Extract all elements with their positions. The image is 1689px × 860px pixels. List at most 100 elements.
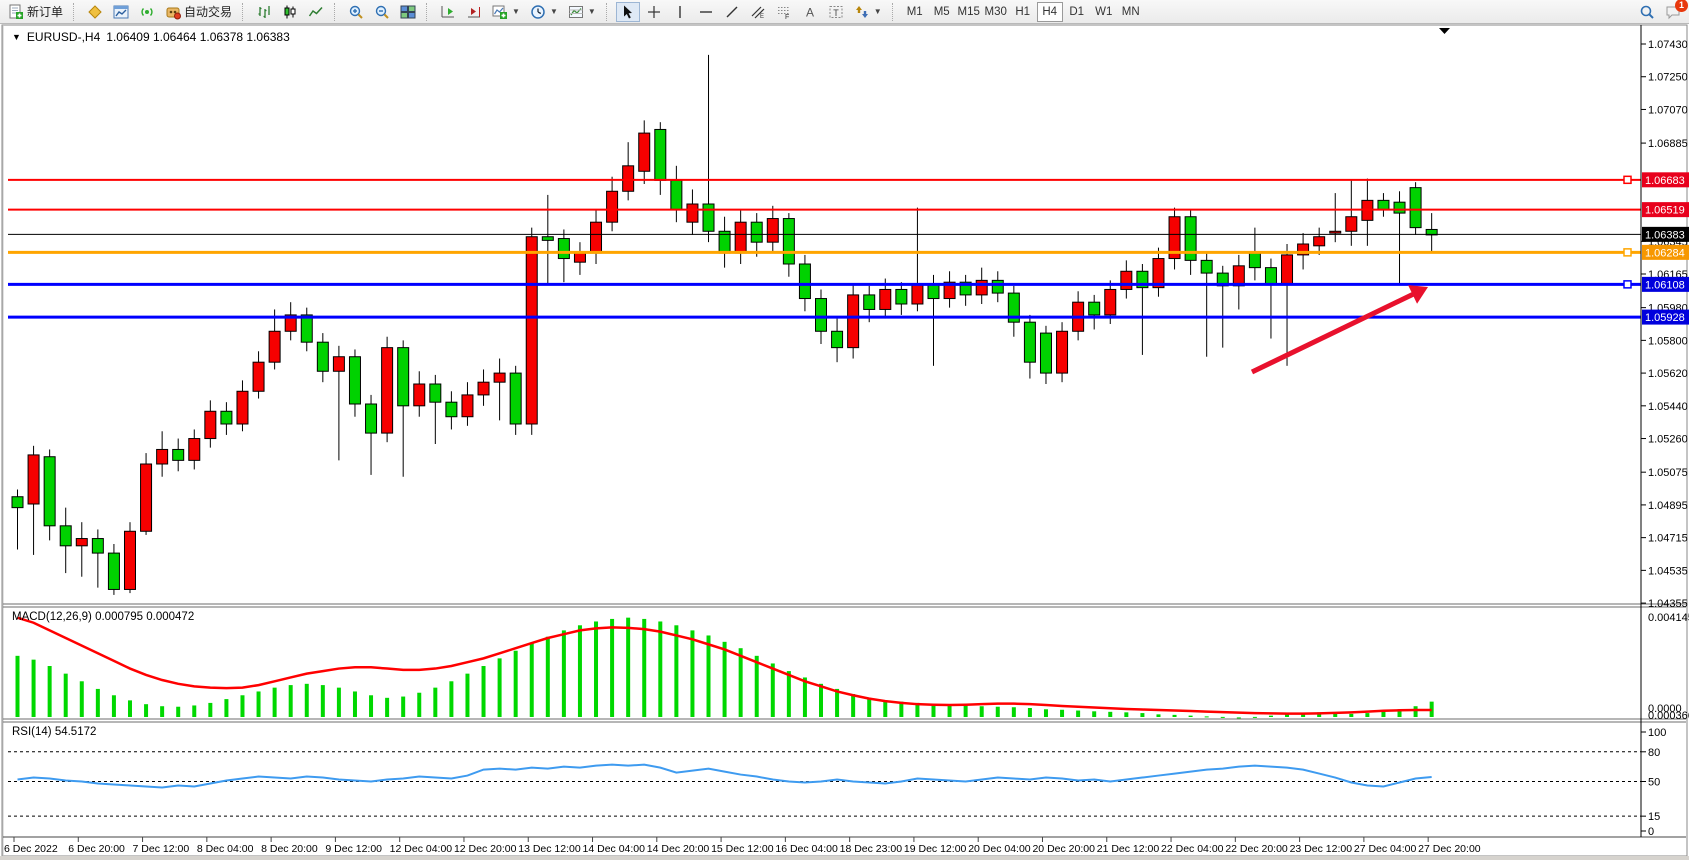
- candle-bullish: [27, 454, 40, 505]
- candle-bearish: [1393, 201, 1406, 214]
- candle-bearish: [670, 179, 683, 210]
- candle-bearish: [11, 496, 24, 509]
- toolbar-separator: [605, 2, 611, 21]
- candle-bearish: [397, 347, 410, 407]
- chart-title: ▼ EURUSD-,H4 1.06409 1.06464 1.06378 1.0…: [12, 30, 290, 44]
- text-tool-button[interactable]: A: [798, 2, 822, 22]
- text-label-tool-button[interactable]: T: [824, 2, 848, 22]
- candlestick-chart-icon: [282, 4, 298, 20]
- chart-end-button[interactable]: [462, 2, 486, 22]
- rsi-indicator-label: RSI(14) 54.5172: [12, 726, 97, 738]
- notifications-button[interactable]: 1: [1661, 0, 1688, 22]
- timeframe-m30[interactable]: M30: [983, 2, 1009, 22]
- macd-histogram-bar: [417, 692, 422, 717]
- macd-histogram-bar: [1092, 711, 1097, 717]
- quotes-button[interactable]: [83, 2, 107, 22]
- trend-line-icon: [724, 4, 740, 20]
- candle-bullish: [493, 372, 506, 383]
- chart-window-button[interactable]: [109, 2, 133, 22]
- chart-step-button[interactable]: [436, 2, 460, 22]
- macd-histogram-bar: [1204, 716, 1209, 718]
- fibonacci-tool-button[interactable]: F: [772, 2, 796, 22]
- timeframe-m15[interactable]: M15: [956, 2, 982, 22]
- time-tick-label: 12 Dec 04:00: [390, 843, 453, 855]
- search-button[interactable]: [1635, 2, 1659, 22]
- line-edit-marker: [1623, 175, 1632, 185]
- candle-bearish: [1184, 216, 1197, 261]
- price-tick-label: 1.07070: [1648, 104, 1688, 116]
- crosshair-tool-button[interactable]: [642, 2, 666, 22]
- search-icon: [1639, 4, 1655, 20]
- macd-histogram-bar: [1076, 710, 1081, 717]
- horizontal-line-tool-button[interactable]: [694, 2, 718, 22]
- macd-histogram-bar: [1236, 717, 1241, 719]
- candle-bearish: [429, 383, 442, 403]
- candle-bearish: [959, 281, 972, 296]
- periods-button[interactable]: ▼: [526, 2, 562, 22]
- macd-histogram-bar: [610, 618, 615, 717]
- candle-bearish: [541, 236, 554, 241]
- macd-histogram-bar: [144, 704, 149, 717]
- cursor-tool-button[interactable]: [615, 1, 640, 22]
- timeframe-w1[interactable]: W1: [1091, 2, 1117, 22]
- candle-bearish: [1136, 270, 1149, 289]
- candle-bullish: [75, 538, 88, 547]
- chart-symbol-period: EURUSD-,H4: [26, 30, 101, 44]
- macd-axis-zero: 0.0000: [1648, 703, 1682, 715]
- timeframe-d1[interactable]: D1: [1064, 2, 1090, 22]
- trend-line-tool-button[interactable]: [720, 2, 744, 22]
- macd-histogram-bar: [1365, 713, 1370, 717]
- collapse-triangle-icon[interactable]: ▼: [12, 32, 21, 42]
- macd-histogram-bar: [658, 621, 663, 717]
- vertical-line-tool-button[interactable]: [668, 2, 692, 22]
- signal-icon: [139, 4, 155, 20]
- rsi-tick-label: 80: [1648, 747, 1660, 759]
- equidistant-channel-icon: E: [750, 4, 766, 20]
- timeframe-h4[interactable]: H4: [1036, 1, 1063, 22]
- timeframe-m5[interactable]: M5: [929, 2, 955, 22]
- candle-bullish: [381, 347, 394, 434]
- time-tick-label: 7 Dec 12:00: [133, 843, 190, 855]
- add-indicator-button[interactable]: ▼: [488, 2, 524, 22]
- price-line-badge: [1642, 202, 1689, 218]
- equidistant-channel-tool-button[interactable]: E: [746, 2, 770, 22]
- arrows-tool-button[interactable]: ▼: [850, 2, 886, 22]
- timeframe-h1[interactable]: H1: [1010, 2, 1036, 22]
- autotrade-button[interactable]: 自动交易: [161, 2, 236, 22]
- candlestick-chart-button[interactable]: [278, 2, 302, 22]
- timeframe-m1[interactable]: M1: [902, 2, 928, 22]
- time-tick-label: 21 Dec 12:00: [1097, 843, 1160, 855]
- candle-bullish: [1120, 270, 1133, 290]
- candle-bullish: [123, 530, 136, 590]
- macd-histogram-bar: [336, 687, 341, 717]
- zoom-out-button[interactable]: [370, 2, 394, 22]
- bar-chart-button[interactable]: [252, 2, 276, 22]
- zoom-in-button[interactable]: [344, 2, 368, 22]
- macd-histogram-bar: [883, 700, 888, 717]
- template-button[interactable]: ▼: [564, 2, 600, 22]
- chart-ohlc-values: 1.06409 1.06464 1.06378 1.06383: [106, 30, 290, 44]
- macd-histogram-bar: [1252, 716, 1257, 718]
- rsi-line: [17, 763, 1432, 789]
- timeframe-mn[interactable]: MN: [1118, 2, 1144, 22]
- candle-bullish: [461, 394, 474, 418]
- tile-windows-button[interactable]: [396, 2, 420, 22]
- candle-bullish: [413, 383, 426, 407]
- macd-histogram-bar: [1156, 714, 1161, 717]
- price-line-badge: [1642, 244, 1689, 260]
- macd-histogram-bar: [47, 666, 52, 717]
- macd-histogram-bar: [754, 655, 759, 717]
- macd-histogram-bar: [835, 688, 840, 717]
- signal-button[interactable]: [135, 2, 159, 22]
- macd-histogram-bar: [433, 687, 438, 717]
- macd-histogram-bar: [1381, 711, 1386, 717]
- macd-histogram-bar: [995, 706, 1000, 717]
- candle-bullish: [204, 410, 217, 440]
- template-icon: [568, 4, 584, 20]
- new-order-button[interactable]: 新订单: [4, 2, 67, 22]
- price-tick-label: 1.07250: [1648, 72, 1688, 84]
- macd-histogram-bar: [481, 666, 486, 717]
- line-chart-button[interactable]: [304, 2, 328, 22]
- candle-bearish: [445, 401, 458, 418]
